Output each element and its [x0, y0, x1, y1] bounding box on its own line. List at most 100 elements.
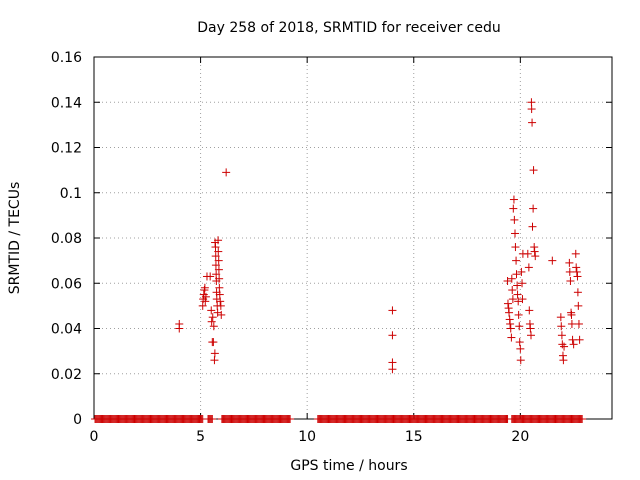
- data-marker: [518, 295, 527, 304]
- data-marker: [209, 338, 218, 347]
- y-axis-label: SRMTID / TECUs: [7, 182, 23, 295]
- tick-labels: 0 5 10 15 20 0 0.02 0.04 0.06 0.08 0.1 0.12 0.14 0.16: [51, 50, 529, 445]
- data-marker: [523, 249, 532, 258]
- data-marker: [565, 267, 574, 276]
- data-marker: [556, 313, 565, 322]
- y-tick-label: 0.06: [51, 276, 82, 292]
- data-marker: [515, 338, 524, 347]
- data-marker: [572, 263, 581, 272]
- data-marker: [573, 288, 582, 297]
- data-marker: [574, 319, 583, 328]
- data-marker: [505, 308, 514, 317]
- data-marker: [212, 270, 221, 279]
- data-marker: [214, 256, 223, 265]
- data-marker: [503, 276, 512, 285]
- data-marker: [214, 265, 223, 274]
- data-marker: [518, 279, 527, 288]
- data-marker: [201, 292, 210, 301]
- data-marker: [565, 258, 574, 267]
- data-marker: [557, 322, 566, 331]
- data-marker: [559, 356, 568, 365]
- data-marker: [516, 344, 525, 353]
- data-marker: [575, 335, 584, 344]
- zero-marker: [208, 415, 217, 423]
- data-marker: [527, 98, 536, 107]
- zero-marker: [578, 415, 587, 423]
- data-marker: [527, 105, 536, 114]
- data-marker: [507, 274, 516, 283]
- data-marker: [207, 317, 216, 326]
- data-marker: [526, 324, 535, 333]
- zero-marker: [286, 415, 295, 423]
- data-marker: [530, 247, 539, 256]
- data-marker: [512, 270, 521, 279]
- data-marker: [175, 324, 184, 333]
- data-marker: [574, 301, 583, 310]
- data-marker: [514, 297, 523, 306]
- data-marker: [506, 324, 515, 333]
- data-marker: [567, 319, 576, 328]
- data-marker: [214, 247, 223, 256]
- data-marker: [509, 195, 518, 204]
- y-tick-label: 0: [73, 412, 82, 428]
- data-marker: [548, 256, 557, 265]
- x-tick-label: 10: [298, 429, 316, 445]
- data-marker: [560, 342, 569, 351]
- x-axis-label: GPS time / hours: [290, 458, 407, 474]
- data-marker: [568, 335, 577, 344]
- y-tick-label: 0.02: [51, 367, 82, 383]
- data-marker: [558, 340, 567, 349]
- data-marker: [509, 204, 518, 213]
- data-marker: [513, 281, 522, 290]
- data-marker: [211, 252, 220, 261]
- data-marker: [508, 286, 517, 295]
- data-marker: [506, 319, 515, 328]
- y-tick-label: 0.08: [51, 231, 82, 247]
- data-marker: [209, 322, 218, 331]
- data-marker: [503, 299, 512, 308]
- data-marker: [207, 306, 216, 315]
- data-marker: [528, 118, 537, 127]
- data-marker: [201, 297, 210, 306]
- data-marker: [516, 356, 525, 365]
- data-marker: [510, 215, 519, 224]
- data-marker: [215, 290, 224, 299]
- data-marker: [211, 261, 220, 270]
- data-marker: [566, 276, 575, 285]
- y-tick-label: 0.04: [51, 322, 82, 338]
- data-marker: [214, 236, 223, 245]
- data-marker: [513, 290, 522, 299]
- x-tick-label: 15: [405, 429, 423, 445]
- x-tick-label: 5: [196, 429, 205, 445]
- data-marker: [388, 331, 397, 340]
- data-marker: [200, 283, 209, 292]
- data-marker: [388, 365, 397, 374]
- data-marker: [569, 340, 578, 349]
- x-tick-label: 0: [90, 429, 99, 445]
- data-marker: [388, 306, 397, 315]
- y-tick-label: 0.14: [51, 95, 82, 111]
- data-marker: [216, 301, 225, 310]
- data-marker: [508, 295, 517, 304]
- data-marker: [515, 322, 524, 331]
- data-marker: [572, 267, 581, 276]
- data-marker: [526, 331, 535, 340]
- y-tick-label: 0.12: [51, 141, 82, 157]
- data-marker: [528, 222, 537, 231]
- data-markers: [91, 98, 587, 423]
- data-marker: [210, 356, 219, 365]
- x-tick-label: 20: [511, 429, 529, 445]
- data-marker: [511, 229, 520, 238]
- data-marker: [217, 310, 226, 319]
- data-marker: [573, 272, 582, 281]
- data-marker: [210, 349, 219, 358]
- data-marker: [211, 243, 220, 252]
- data-marker: [557, 331, 566, 340]
- grid: [94, 57, 612, 419]
- y-tick-label: 0.16: [51, 50, 82, 66]
- data-marker: [512, 256, 521, 265]
- data-marker: [567, 310, 576, 319]
- data-marker: [216, 297, 225, 306]
- data-marker: [206, 272, 215, 281]
